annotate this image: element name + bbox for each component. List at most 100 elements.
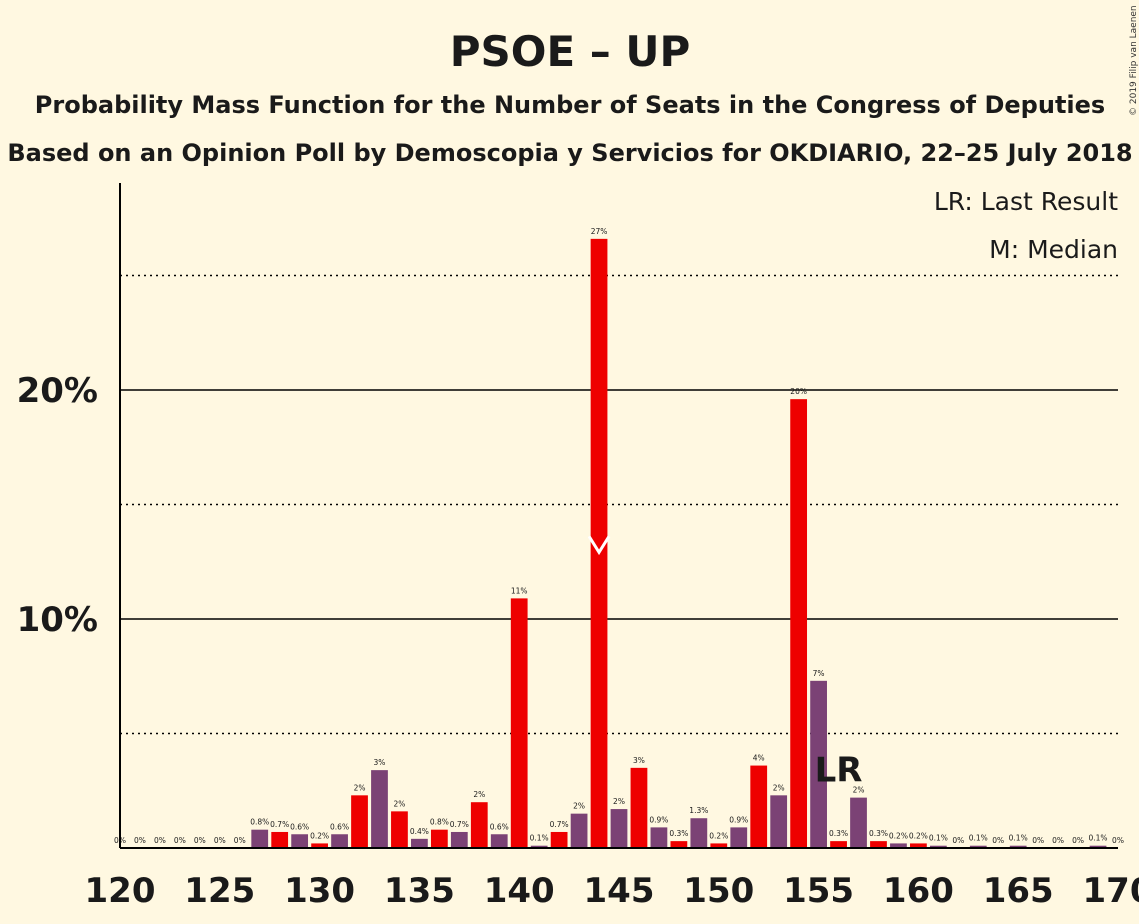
bar-value-label: 3% bbox=[633, 756, 645, 765]
bar-value-label: 0.1% bbox=[929, 834, 948, 843]
bar bbox=[890, 843, 907, 848]
bar bbox=[810, 680, 827, 848]
bar bbox=[690, 818, 708, 848]
x-tick-label: 145 bbox=[584, 871, 655, 911]
bar-value-label: 0.7% bbox=[270, 820, 289, 829]
bar-value-label: 0% bbox=[194, 836, 206, 845]
bar bbox=[1089, 845, 1107, 848]
bar bbox=[450, 831, 468, 848]
bar bbox=[470, 802, 488, 848]
bar-value-label: 0% bbox=[1052, 836, 1064, 845]
bar-value-label: 0% bbox=[154, 836, 166, 845]
axes: 120 125 130 135 140 145 150 155 160 165 170 bbox=[85, 183, 1139, 911]
bar bbox=[391, 811, 408, 848]
bar-value-label: 0.8% bbox=[430, 818, 449, 827]
bar bbox=[969, 845, 987, 848]
bar bbox=[1009, 845, 1027, 848]
bar-value-label: 0% bbox=[174, 836, 186, 845]
bar-value-label: 2% bbox=[853, 786, 865, 795]
bars bbox=[251, 238, 1107, 849]
x-tick-label: 165 bbox=[983, 871, 1054, 911]
bar bbox=[530, 845, 548, 848]
chart-title: PSOE – UP bbox=[450, 27, 691, 76]
bar bbox=[550, 831, 568, 848]
bar bbox=[630, 767, 648, 848]
bar-value-label: 27% bbox=[591, 227, 608, 236]
bar-value-label: 0.7% bbox=[550, 820, 569, 829]
bar bbox=[271, 831, 289, 848]
bar bbox=[750, 765, 768, 848]
bar-value-label: 2% bbox=[354, 783, 366, 792]
bar-value-label: 0.6% bbox=[330, 822, 349, 831]
bar bbox=[870, 841, 887, 848]
bar-value-label: 0.2% bbox=[310, 831, 329, 840]
bar-value-label: 0.1% bbox=[530, 834, 549, 843]
y-tick-label: 20% bbox=[17, 371, 98, 411]
bar bbox=[570, 813, 588, 848]
bar-value-label: 0.2% bbox=[909, 831, 928, 840]
x-tick-label: 125 bbox=[184, 871, 255, 911]
bar-value-label: 0.6% bbox=[290, 822, 309, 831]
x-tick-label: 135 bbox=[384, 871, 455, 911]
gridlines: 10% 20% bbox=[17, 274, 1118, 735]
x-tick-label: 150 bbox=[683, 871, 754, 911]
bar-value-label: 2% bbox=[613, 797, 625, 806]
bar bbox=[331, 834, 348, 848]
bar bbox=[790, 399, 808, 848]
bar-value-label: 0% bbox=[1032, 836, 1044, 845]
bar-value-label: 0.8% bbox=[250, 818, 269, 827]
bar-value-label: 0% bbox=[952, 836, 964, 845]
bar-value-label: 0.9% bbox=[649, 815, 668, 824]
bar bbox=[430, 829, 448, 848]
x-tick-label: 120 bbox=[85, 871, 156, 911]
bar-value-label: 0% bbox=[992, 836, 1004, 845]
bar-value-label: 0.9% bbox=[729, 815, 748, 824]
bar bbox=[850, 797, 867, 848]
bar bbox=[830, 841, 847, 848]
bar-value-label: 2% bbox=[473, 790, 485, 799]
bar bbox=[590, 238, 608, 849]
bar bbox=[510, 598, 528, 848]
bar-value-label: 0.6% bbox=[490, 822, 509, 831]
bar-value-label: 1.3% bbox=[689, 806, 708, 815]
bar-value-label: 11% bbox=[511, 586, 528, 595]
bar-value-label: 0.3% bbox=[669, 829, 688, 838]
y-tick-label: 10% bbox=[17, 600, 98, 640]
bar-value-label: 4% bbox=[753, 754, 765, 763]
bar-value-label: 0% bbox=[1072, 836, 1084, 845]
bar-value-label: 2% bbox=[773, 783, 785, 792]
x-tick-label: 160 bbox=[883, 871, 954, 911]
bar-value-label: 0% bbox=[1112, 836, 1124, 845]
bar bbox=[351, 795, 368, 848]
bar bbox=[490, 834, 508, 848]
x-tick-label: 155 bbox=[783, 871, 854, 911]
bar-value-label: 20% bbox=[790, 387, 807, 396]
bar-value-label: 0.1% bbox=[1009, 834, 1028, 843]
bar-value-label: 3% bbox=[374, 758, 386, 767]
bar-labels: 0%0%0%0%0%0%0%0.8%0.7%0.6%0.2%0.6%2%3%2%… bbox=[114, 227, 1124, 845]
bar bbox=[251, 829, 269, 848]
x-tick-label: 140 bbox=[484, 871, 555, 911]
bar bbox=[670, 841, 688, 848]
bar-value-label: 0.4% bbox=[410, 827, 429, 836]
bar bbox=[910, 843, 927, 848]
bar-value-label: 0.1% bbox=[969, 834, 988, 843]
copyright: © 2019 Filip van Laenen bbox=[1129, 5, 1139, 116]
bar-value-label: 2% bbox=[573, 802, 585, 811]
bar bbox=[291, 834, 309, 848]
bar-value-label: 0% bbox=[234, 836, 246, 845]
bar-value-label: 0.7% bbox=[450, 820, 469, 829]
x-tick-label: 170 bbox=[1083, 871, 1139, 911]
bar bbox=[929, 845, 947, 848]
bar-value-label: 0.1% bbox=[1089, 834, 1108, 843]
bar bbox=[610, 809, 628, 848]
bar bbox=[371, 770, 388, 848]
bar bbox=[770, 795, 788, 848]
bar-value-label: 2% bbox=[393, 799, 405, 808]
bar bbox=[650, 827, 668, 848]
chart-subtitle-2: Based on an Opinion Poll by Demoscopia y… bbox=[7, 139, 1132, 167]
bar-value-label: 0.3% bbox=[869, 829, 888, 838]
bar-value-label: 0% bbox=[214, 836, 226, 845]
last-result-marker: LR bbox=[815, 750, 863, 790]
